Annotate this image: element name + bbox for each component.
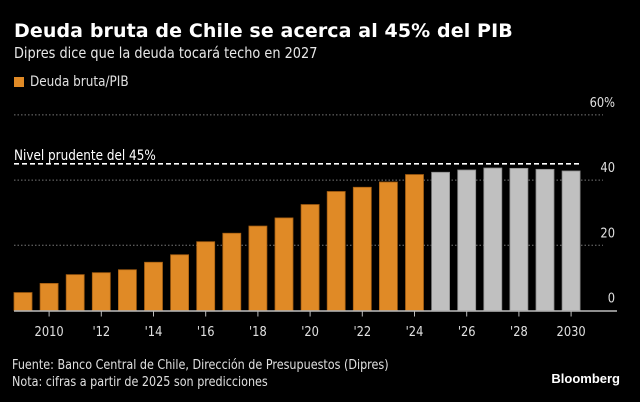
bar	[300, 204, 320, 311]
x-tick-label: '14	[145, 324, 163, 339]
legend-swatch	[14, 77, 24, 87]
bloomberg-logo: Bloomberg	[551, 371, 620, 386]
bar	[65, 274, 85, 311]
bar	[352, 186, 372, 311]
source-note: Fuente: Banco Central de Chile, Direcció…	[12, 358, 389, 373]
x-tick-label: '18	[249, 324, 267, 339]
chart-subtitle: Dipres dice que la deuda tocará techo en…	[14, 44, 318, 62]
bar	[222, 232, 242, 311]
x-tick-label: '12	[92, 324, 110, 339]
x-tick-label: '20	[301, 324, 319, 339]
bars	[13, 167, 581, 311]
bar-forecast	[431, 171, 451, 311]
legend-label: Deuda bruta/PIB	[30, 74, 129, 90]
x-tick-label: '22	[353, 324, 371, 339]
legend: Deuda bruta/PIB	[14, 74, 145, 90]
bar	[248, 225, 268, 311]
bar-forecast	[483, 167, 503, 311]
x-tick-label: '28	[510, 324, 528, 339]
bar-forecast	[561, 170, 581, 311]
y-axis: 0 20 40 60%	[590, 95, 615, 305]
x-axis: 2010 '12 '14 '16 '18 '20 '22 '24 '26 '28 2030	[14, 310, 617, 339]
bar	[39, 283, 59, 311]
x-tick-label: 2030	[557, 324, 586, 339]
bar	[274, 217, 294, 311]
bar-forecast	[535, 168, 555, 311]
forecast-note: Nota: cifras a partir de 2025 son predic…	[12, 375, 268, 390]
bar-forecast	[457, 169, 477, 311]
x-tick-label: '26	[458, 324, 476, 339]
x-tick-label: '16	[197, 324, 215, 339]
bar	[170, 254, 190, 311]
x-tick-label: 2010	[35, 324, 64, 339]
reference-line-group: Nivel prudente del 45%	[14, 148, 580, 165]
bar	[405, 174, 424, 311]
bar-forecast	[509, 167, 529, 311]
bar	[118, 269, 137, 311]
bar	[91, 272, 111, 311]
x-tick-label: '24	[406, 324, 424, 339]
bar	[13, 292, 33, 311]
reference-line-label: Nivel prudente del 45%	[14, 148, 156, 164]
y-tick-label: 20	[600, 226, 615, 241]
y-tick-label: 0	[608, 291, 615, 306]
bar	[326, 191, 346, 311]
bar	[196, 241, 216, 311]
y-tick-label: 40	[600, 160, 615, 175]
bar	[378, 181, 398, 311]
y-tick-label: 60%	[590, 95, 615, 110]
chart-title: Deuda bruta de Chile se acerca al 45% de…	[14, 20, 513, 42]
footer-notes: Fuente: Banco Central de Chile, Direcció…	[12, 357, 389, 391]
bar	[144, 261, 163, 311]
